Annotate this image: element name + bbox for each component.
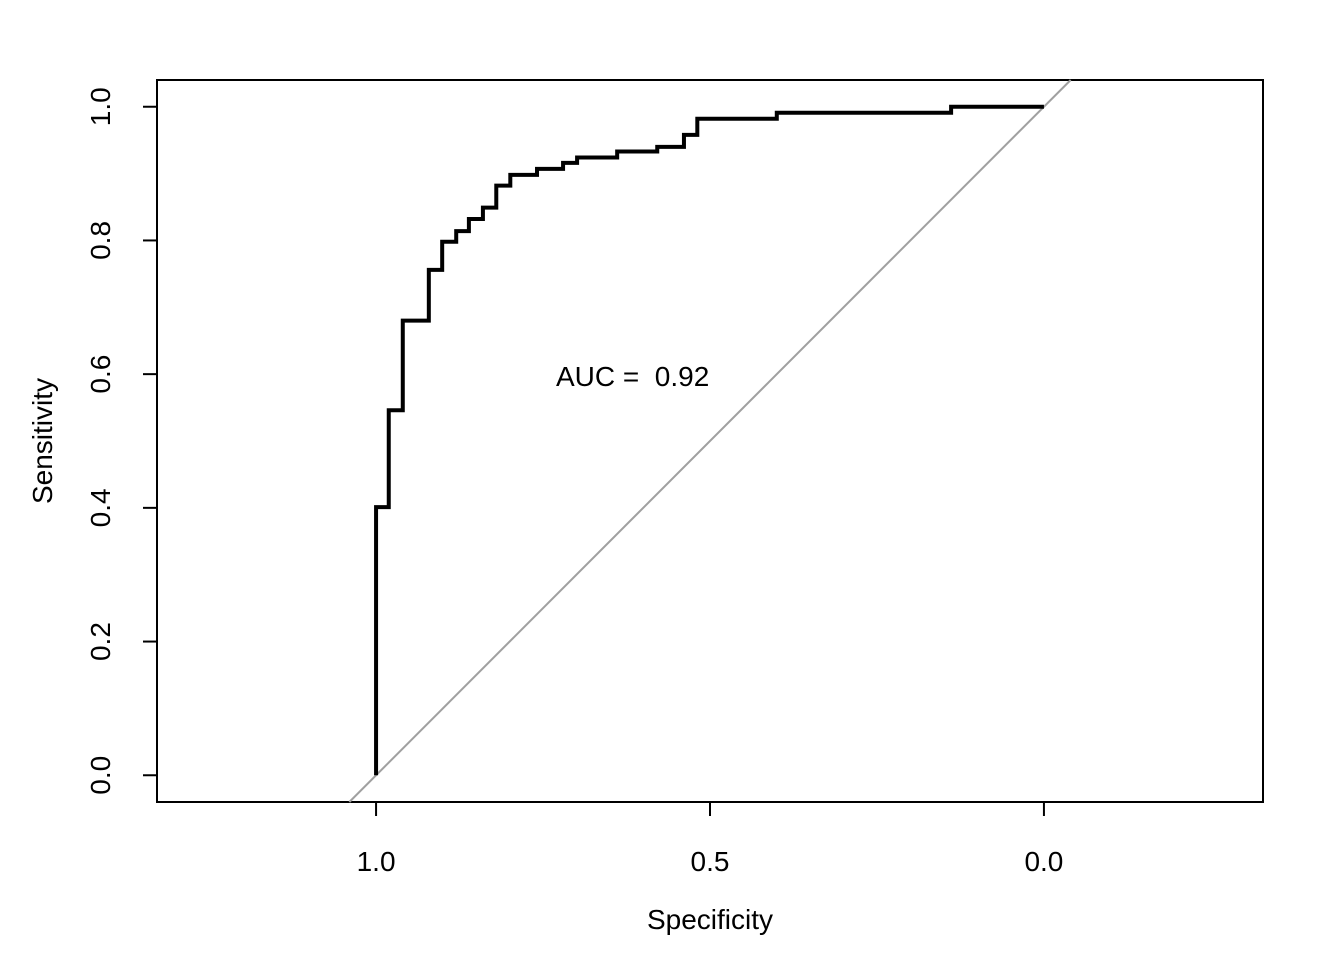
roc-curve — [374, 104, 1044, 776]
x-tick-label: 0.0 — [1024, 846, 1063, 877]
x-tick-label: 0.5 — [691, 846, 730, 877]
y-tick-label: 0.2 — [85, 622, 116, 661]
y-tick-label: 1.0 — [85, 87, 116, 126]
y-tick-label: 0.0 — [85, 756, 116, 795]
y-tick-label: 0.8 — [85, 221, 116, 260]
diagonal-line — [348, 79, 1072, 803]
x-tick-label: 1.0 — [357, 846, 396, 877]
y-tick-label: 0.4 — [85, 488, 116, 527]
auc-annotation: AUC = 0.92 — [556, 361, 709, 392]
y-axis-label: Sensitivity — [27, 378, 58, 504]
y-tick-label: 0.6 — [85, 355, 116, 394]
x-axis-label: Specificity — [647, 904, 773, 935]
